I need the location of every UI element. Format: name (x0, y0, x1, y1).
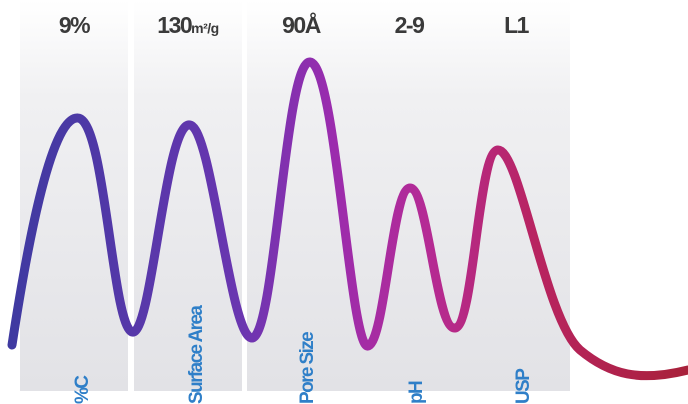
spec-diagram: 9% 130m²/g 90Å 2-9 L1 %C Surface Area (7, 0, 688, 404)
usp-value: L1 (504, 12, 529, 38)
ph-value: 2-9 (394, 12, 425, 38)
pore-size-value: 90Å (282, 12, 321, 38)
usp-label: USP (513, 369, 534, 404)
carbon-label: %C (72, 376, 93, 404)
wave-curve (7, 57, 688, 381)
carbon-value: 9% (58, 12, 91, 38)
surface-area-label: Surface Area (186, 306, 207, 404)
surface-area-value: 130m²/g (157, 12, 219, 38)
wave-path (7, 57, 688, 381)
column-ph: 2-9 (355, 0, 463, 391)
ph-label: pH (406, 381, 427, 404)
column-surface-area: 130m²/g (134, 0, 242, 391)
pore-size-label: Pore Size (297, 332, 318, 404)
